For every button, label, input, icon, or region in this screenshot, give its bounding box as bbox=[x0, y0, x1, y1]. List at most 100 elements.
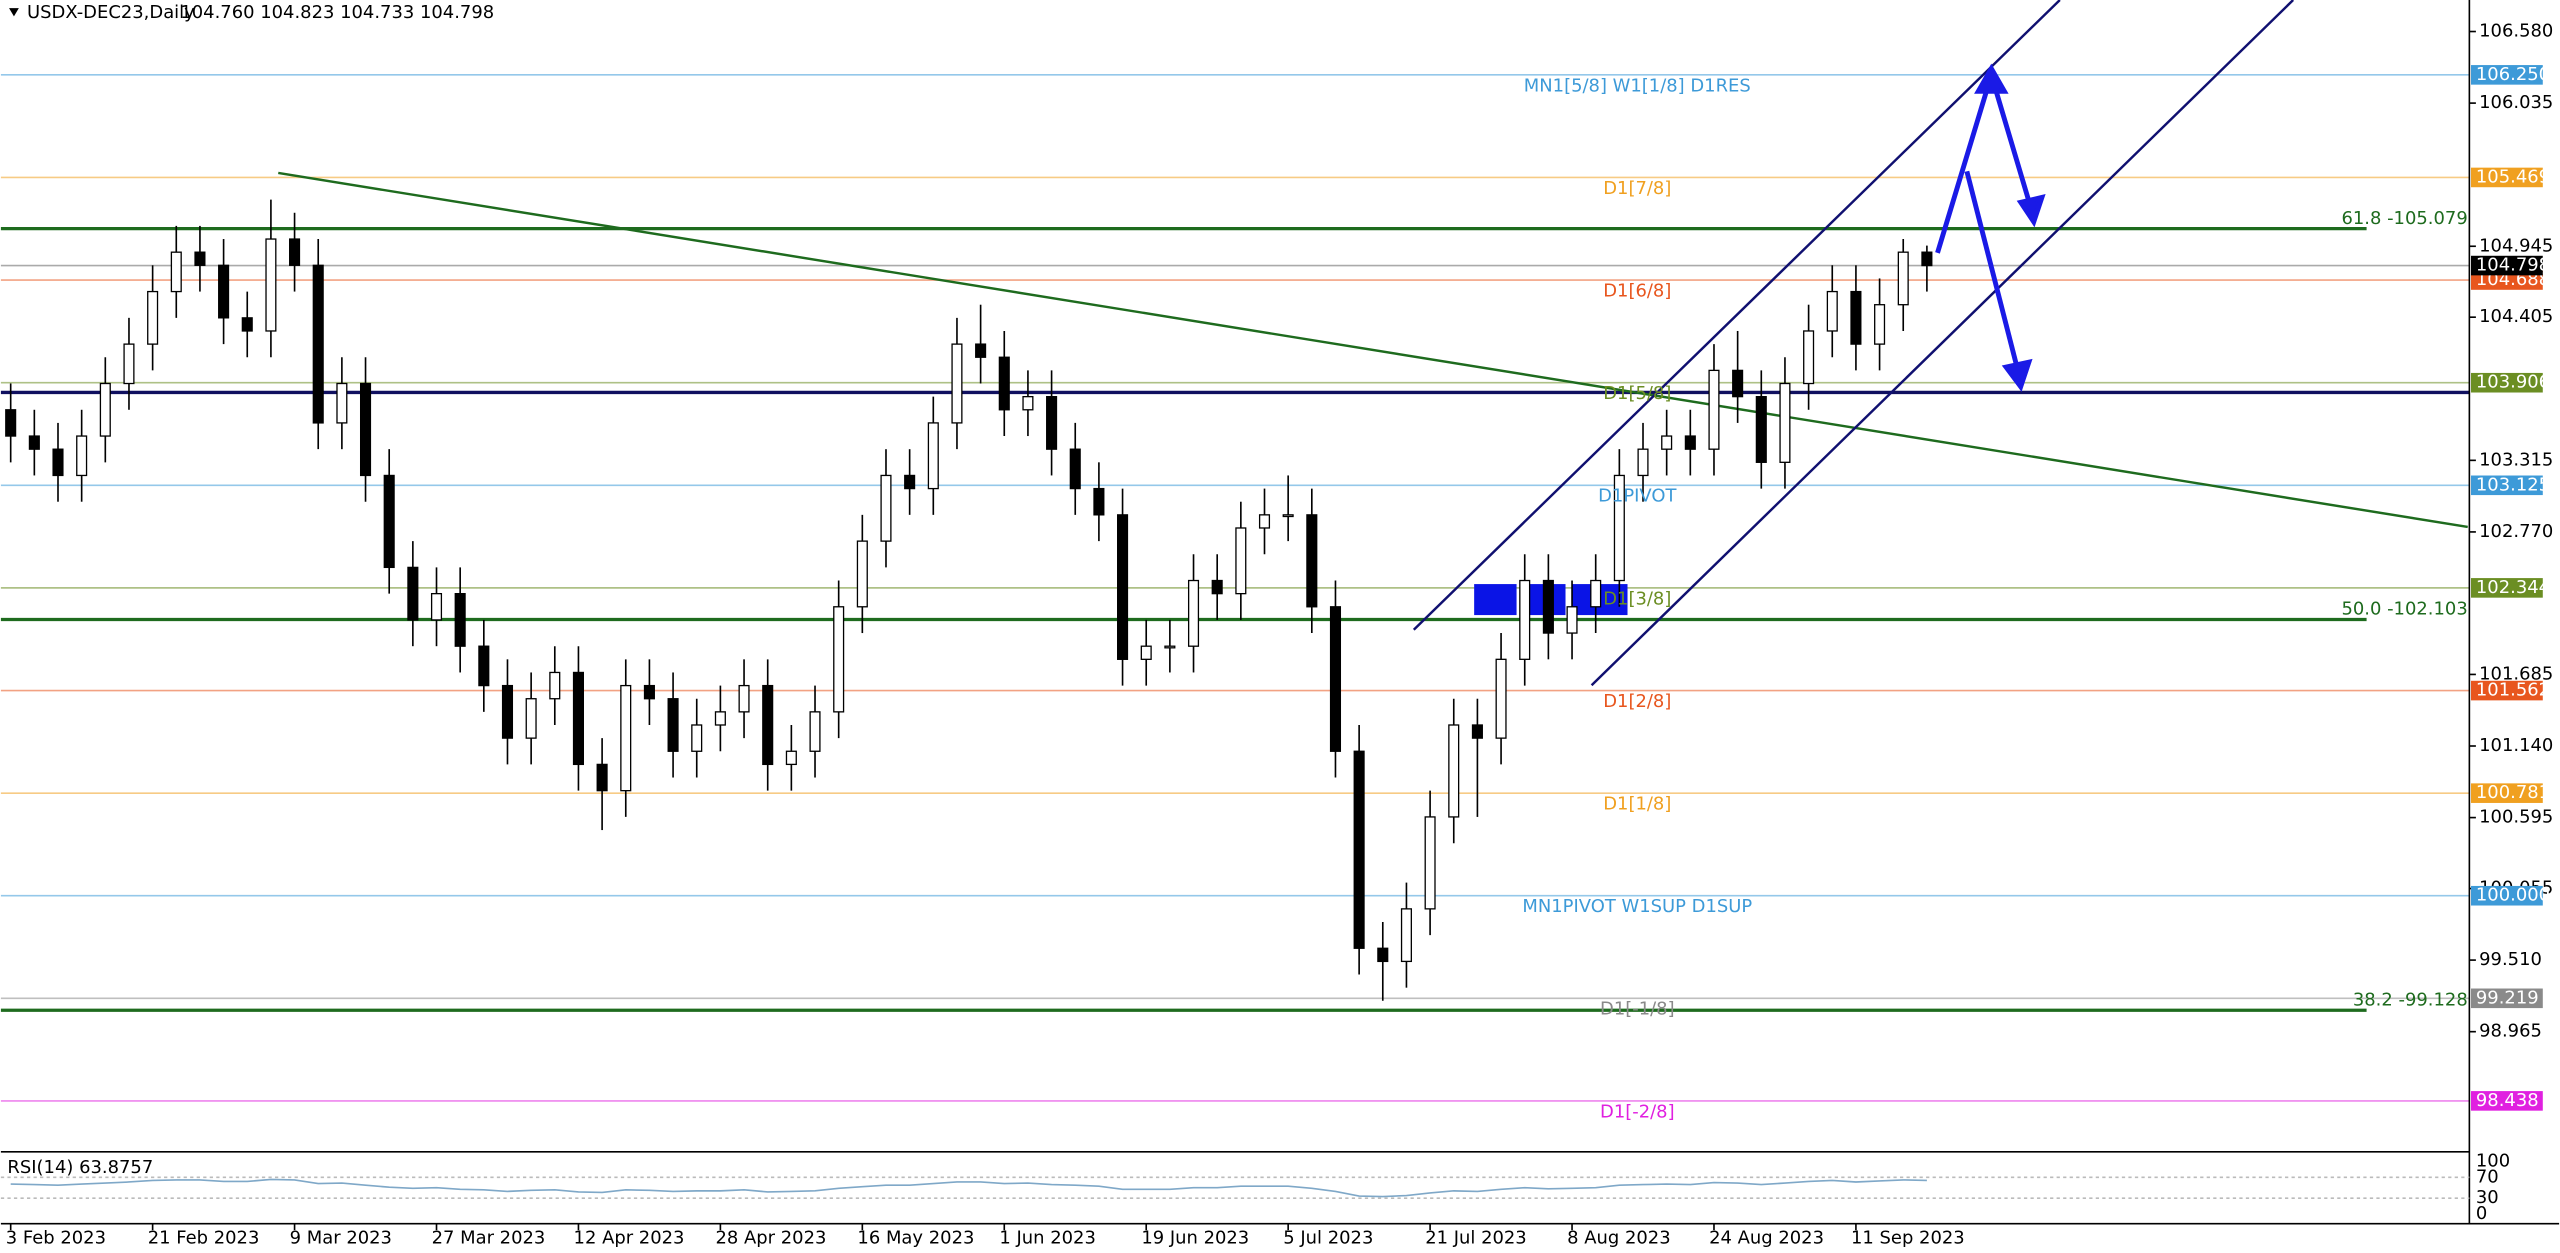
price-box-label: 103.125 bbox=[2476, 474, 2550, 495]
candle-body bbox=[1093, 487, 1105, 516]
candle-body bbox=[785, 750, 797, 766]
levels bbox=[0, 74, 2470, 1102]
x-tick-label: 8 Aug 2023 bbox=[1567, 1227, 1671, 1248]
candle-body bbox=[1732, 369, 1744, 398]
x-tick-label: 11 Sep 2023 bbox=[1851, 1227, 1965, 1248]
candle-body bbox=[643, 684, 655, 700]
y-tick-label: 106.035 bbox=[2479, 92, 2553, 113]
candle-body bbox=[1613, 474, 1625, 582]
price-box-label: 100.000 bbox=[2476, 885, 2550, 906]
candles bbox=[5, 199, 1933, 1001]
candle-body bbox=[1826, 290, 1838, 332]
candle-body bbox=[1542, 579, 1554, 634]
header-prices: 104.760 104.823 104.733 104.798 bbox=[180, 2, 494, 23]
price-box-label: 103.906 bbox=[2476, 372, 2550, 393]
candle-body bbox=[667, 698, 679, 752]
candle-body bbox=[1684, 435, 1696, 450]
candle-body bbox=[478, 645, 490, 687]
price-box bbox=[2471, 988, 2543, 1009]
y-tick-label: 101.685 bbox=[2479, 663, 2553, 684]
fib-label: 61.8 -105.079 bbox=[2341, 208, 2467, 229]
candle-body bbox=[525, 698, 537, 739]
candle-body bbox=[194, 251, 206, 266]
candle-body bbox=[1471, 724, 1483, 739]
y-tick-label: 101.140 bbox=[2479, 735, 2553, 756]
rsi-tick-label: 100 bbox=[2476, 1151, 2510, 1172]
level-name: D1[2/8] bbox=[1603, 691, 1671, 712]
candle-body bbox=[1424, 816, 1436, 910]
candle-body bbox=[1069, 448, 1081, 490]
candle-body bbox=[1377, 947, 1389, 963]
y-tick-label: 103.315 bbox=[2479, 449, 2553, 470]
price-box bbox=[2471, 680, 2543, 701]
y-tick-label: 99.510 bbox=[2479, 949, 2542, 970]
candle-body bbox=[265, 238, 277, 332]
price-box bbox=[2471, 475, 2543, 496]
candle-body bbox=[856, 540, 868, 608]
candle-body bbox=[99, 382, 111, 437]
arrow bbox=[1964, 170, 2022, 376]
level-name: D1[7/8] bbox=[1603, 178, 1671, 199]
y-tick-label: 98.965 bbox=[2479, 1021, 2542, 1042]
candle-body bbox=[738, 684, 750, 713]
candle-body bbox=[1708, 369, 1720, 450]
candle-body bbox=[1921, 251, 1933, 267]
candle-body bbox=[359, 382, 372, 477]
y-tick-label: 100.595 bbox=[2479, 807, 2553, 828]
candle-body bbox=[1803, 330, 1815, 385]
projection-arrows bbox=[1935, 63, 2046, 392]
candle-body bbox=[1661, 435, 1673, 450]
rsi-tick-label: 70 bbox=[2476, 1166, 2499, 1187]
candle-body bbox=[1353, 750, 1365, 949]
candle-body bbox=[1211, 579, 1223, 595]
candle-body bbox=[147, 290, 159, 345]
candle-body bbox=[28, 435, 40, 450]
x-tick-label: 9 Mar 2023 bbox=[290, 1227, 392, 1248]
candle-body bbox=[170, 251, 182, 293]
price-box-label: 99.219 bbox=[2476, 987, 2539, 1008]
candle-body bbox=[1164, 645, 1176, 649]
level-name: D1[3/8] bbox=[1603, 588, 1671, 609]
candle-body bbox=[1140, 645, 1152, 660]
candle-body bbox=[880, 474, 892, 542]
candle-body bbox=[1235, 527, 1247, 595]
x-tick-label: 12 Apr 2023 bbox=[574, 1227, 685, 1248]
price-box bbox=[2471, 783, 2543, 803]
candle-body bbox=[1258, 514, 1271, 529]
candle-body bbox=[572, 671, 584, 766]
fib-label: 50.0 -102.103 bbox=[2341, 599, 2467, 620]
candle-body bbox=[691, 724, 703, 752]
candle-body bbox=[218, 264, 230, 319]
candle-body bbox=[762, 684, 774, 766]
x-tick-label: 16 May 2023 bbox=[857, 1227, 974, 1248]
arrow-head bbox=[1974, 63, 2009, 94]
candle-body bbox=[1590, 579, 1602, 608]
candle-body bbox=[975, 343, 987, 358]
x-tick-label: 5 Jul 2023 bbox=[1283, 1227, 1373, 1248]
candle-body bbox=[1022, 395, 1034, 411]
price-box bbox=[2471, 578, 2543, 598]
x-tick-label: 19 Jun 2023 bbox=[1141, 1227, 1249, 1248]
candle-body bbox=[596, 763, 608, 792]
candle-body bbox=[76, 435, 88, 477]
candle-body bbox=[1187, 579, 1200, 647]
x-tick-label: 1 Jun 2023 bbox=[999, 1227, 1096, 1248]
x-tick-label: 28 Apr 2023 bbox=[715, 1227, 826, 1248]
candle-body bbox=[1495, 658, 1507, 739]
candle-body bbox=[809, 711, 821, 752]
candle-body bbox=[714, 711, 726, 726]
y-tick-label: 104.405 bbox=[2479, 306, 2553, 327]
rsi-tick-label: 0 bbox=[2476, 1203, 2487, 1224]
price-box-label: 101.562 bbox=[2476, 680, 2550, 701]
y-tick-label: 106.580 bbox=[2479, 21, 2553, 42]
candle-body bbox=[1566, 606, 1578, 634]
candle-body bbox=[1874, 304, 1886, 345]
level-name: D1[-1/8] bbox=[1600, 999, 1675, 1020]
candle-body bbox=[1046, 395, 1058, 450]
level-name: D1[-2/8] bbox=[1600, 1101, 1675, 1122]
candle-body bbox=[1637, 448, 1649, 477]
candle-body bbox=[620, 684, 632, 792]
candle-body bbox=[1329, 606, 1342, 752]
candle-body bbox=[1282, 514, 1294, 518]
